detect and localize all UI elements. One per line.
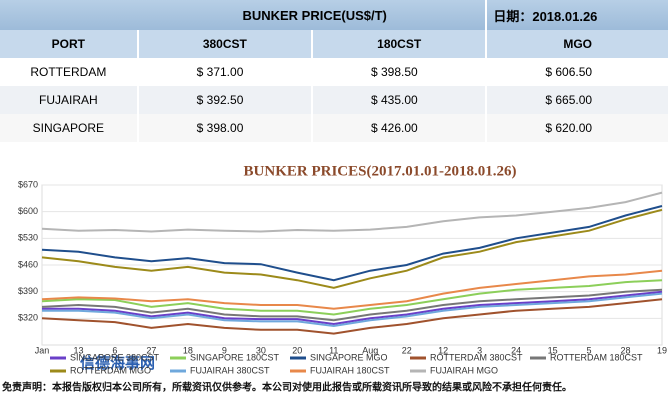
price-table: BUNKER PRICE(US$/T) 日期：2018.01.26 PORT 38… bbox=[0, 0, 670, 142]
price-cell: $ 398.50 bbox=[312, 58, 488, 86]
price-cell: $ 426.00 bbox=[312, 114, 488, 142]
legend-label: SINGAPORE MGO bbox=[310, 352, 388, 362]
x-tick-label: 11 bbox=[329, 345, 338, 355]
legend-label: FUJAIRAH MGO bbox=[430, 365, 498, 375]
y-tick-label: $600 bbox=[18, 206, 38, 216]
column-header: MGO bbox=[486, 30, 670, 58]
series-line bbox=[41, 298, 663, 335]
column-header: 180CST bbox=[312, 30, 488, 58]
price-cell: $ 398.00 bbox=[137, 114, 314, 142]
series-line bbox=[41, 205, 663, 282]
x-tick-label: 22 bbox=[402, 345, 412, 355]
series-line bbox=[41, 191, 663, 233]
legend-label: FUJAIRAH 380CST bbox=[190, 365, 270, 375]
series-line bbox=[42, 290, 663, 326]
x-tick-label: 3 bbox=[477, 345, 482, 355]
x-tick-label: Jan bbox=[35, 345, 50, 355]
header-row: PORT 380CST 180CST MGO bbox=[0, 30, 670, 58]
x-tick-label: 20 bbox=[292, 345, 302, 355]
x-tick-label: 27 bbox=[146, 345, 156, 355]
legend-label: SINGAPORE 380CST bbox=[70, 352, 160, 362]
table-row: SINGAPORE $ 398.00 $ 426.00 $ 620.00 bbox=[0, 114, 670, 142]
y-tick-label: $670 bbox=[18, 179, 38, 189]
price-cell: $ 606.50 bbox=[486, 58, 670, 86]
table-title-row: BUNKER PRICE(US$/T) 日期：2018.01.26 bbox=[0, 0, 670, 30]
series-line bbox=[41, 288, 663, 322]
table-title: BUNKER PRICE(US$/T) bbox=[0, 0, 488, 30]
series-line bbox=[41, 279, 663, 316]
table-date: 日期：2018.01.26 bbox=[486, 0, 670, 30]
x-tick-label: 24 bbox=[511, 345, 521, 355]
x-tick-label: 30 bbox=[256, 345, 266, 355]
x-tick-label: 6 bbox=[112, 345, 117, 355]
y-tick-label: $390 bbox=[18, 286, 38, 296]
series-line bbox=[41, 269, 663, 310]
chart: BUNKER PRICES(2017.01.01-2018.01.26) 信德海… bbox=[2, 163, 667, 394]
legend-label: ROTTERDAM 380CST bbox=[430, 352, 523, 362]
x-tick-label: 19 bbox=[657, 345, 667, 355]
port-cell: FUJAIRAH bbox=[0, 86, 139, 114]
x-tick-label: Aug bbox=[362, 345, 378, 355]
series-line bbox=[41, 208, 663, 289]
legend-label: FUJAIRAH 180CST bbox=[310, 365, 390, 375]
legend-label: ROTTERDAM 180CST bbox=[550, 352, 643, 362]
port-cell: ROTTERDAM bbox=[0, 58, 139, 86]
logo-text: 信德海事网 bbox=[80, 354, 155, 372]
column-header: PORT bbox=[0, 30, 139, 58]
legend-label: SINGAPORE 180CST bbox=[190, 352, 280, 362]
x-tick-label: 5 bbox=[587, 345, 592, 355]
column-header: 380CST bbox=[137, 30, 314, 58]
price-cell: $ 665.00 bbox=[486, 86, 670, 114]
table-row: ROTTERDAM $ 371.00 $ 398.50 $ 606.50 bbox=[0, 58, 670, 86]
price-cell: $ 371.00 bbox=[137, 58, 314, 86]
series-line bbox=[42, 292, 663, 328]
legend-label: ROTTERDAM MGO bbox=[70, 365, 151, 375]
y-tick-label: $320 bbox=[18, 313, 38, 323]
x-tick-label: 18 bbox=[183, 345, 193, 355]
x-tick-label: 9 bbox=[222, 345, 227, 355]
table-row: FUJAIRAH $ 392.50 $ 435.00 $ 665.00 bbox=[0, 86, 670, 114]
chart-title: BUNKER PRICES(2017.01.01-2018.01.26) bbox=[244, 163, 517, 179]
x-tick-label: 13 bbox=[73, 345, 83, 355]
x-tick-label: 15 bbox=[548, 345, 558, 355]
x-tick-label: 12 bbox=[438, 345, 448, 355]
price-cell: $ 435.00 bbox=[312, 86, 488, 114]
port-cell: SINGAPORE bbox=[0, 114, 139, 142]
disclaimer: 免责声明：本报告版权归本公司所有，所载资讯仅供参考。本公司对使用此报告或所载资讯… bbox=[2, 381, 572, 394]
x-tick-label: 28 bbox=[621, 345, 631, 355]
price-cell: $ 392.50 bbox=[137, 86, 314, 114]
price-cell: $ 620.00 bbox=[486, 114, 670, 142]
y-tick-label: $460 bbox=[18, 259, 38, 269]
y-tick-label: $530 bbox=[18, 233, 38, 243]
